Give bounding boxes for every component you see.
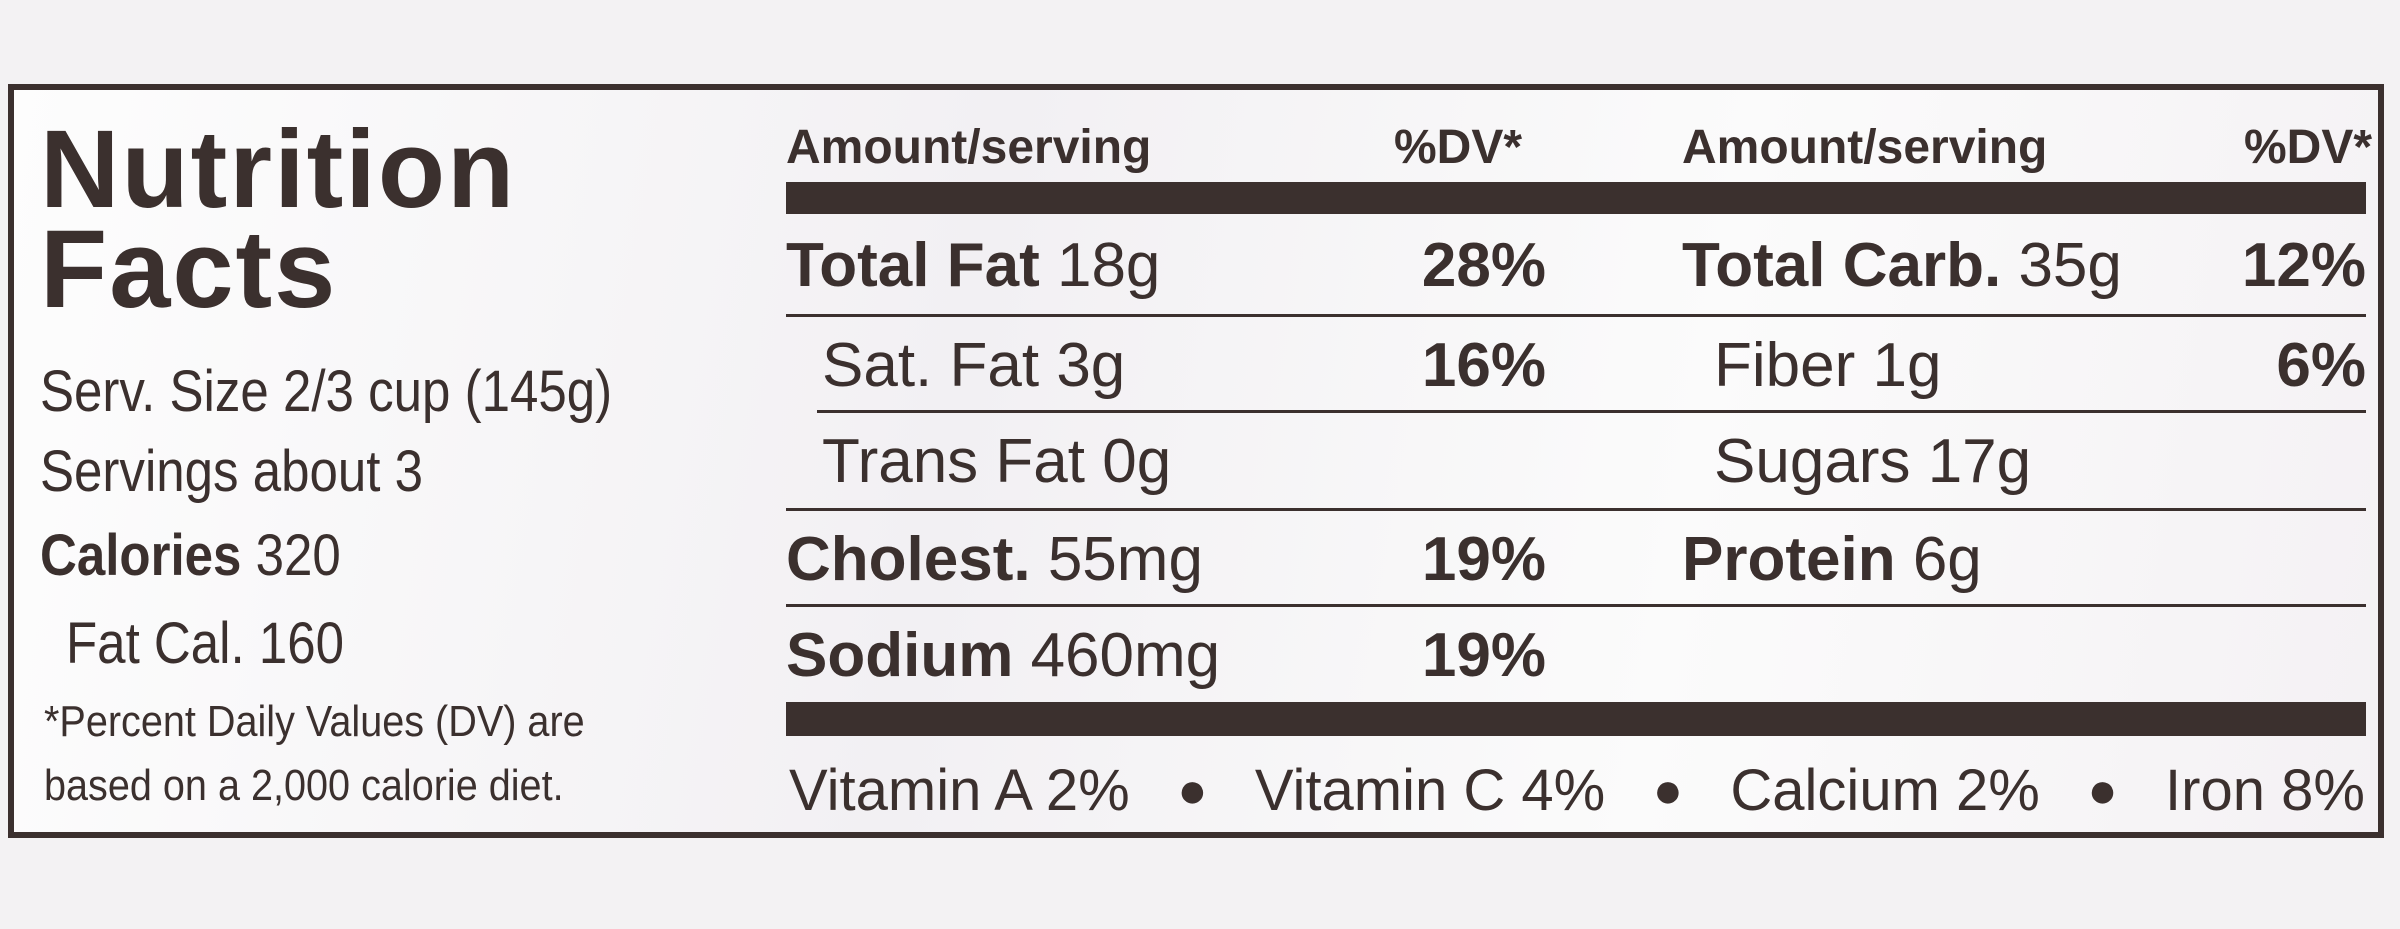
header: %DV* [1394, 121, 1523, 174]
vitamin: Vitamin A 2% [789, 757, 1130, 823]
bullet: ● [2087, 762, 2118, 818]
daily-value: 19% [1421, 524, 1546, 594]
nutrient-row: Sodium 460mg 19% [786, 610, 1546, 700]
daily-value: 16% [1421, 330, 1546, 400]
vitamin: Iron 8% [2165, 757, 2365, 823]
nutrient-row: Fiber 1g 6% [1714, 320, 2366, 410]
vitamins: Vitamin A 2% ● Vitamin C 4% ● Calcium 2% ● … [789, 750, 2365, 830]
rule [786, 604, 2366, 607]
vitamin: Calcium 2% [1730, 757, 2040, 823]
nutrient-amount: 6g [1912, 524, 1982, 594]
nutrient-amount: 3g [1056, 330, 1126, 400]
calories-value: 320 [255, 523, 341, 588]
thick-rule [786, 182, 2366, 214]
nutrient-name: Sugars [1714, 426, 1911, 496]
nutrient-amount: 1g [1872, 330, 1942, 400]
nutrient-amount: 0g [1102, 426, 1172, 496]
nutrient-row: Trans Fat 0g [822, 416, 1546, 506]
header: Amount/serving [1682, 121, 2048, 174]
nutrient-name: Protein [1682, 524, 1896, 594]
rule [817, 410, 2366, 413]
thick-rule [786, 702, 2366, 736]
vitamin: Vitamin C 4% [1254, 757, 1606, 823]
nutrition-label: Nutrition Facts Serv. Size 2/3 cup (145g… [8, 84, 2384, 838]
daily-value: 19% [1421, 620, 1546, 690]
nutrient-name: Cholest. [786, 524, 1031, 594]
nutrient-amount: 35g [2018, 230, 2122, 300]
daily-value: 12% [2241, 230, 2366, 300]
daily-value: 28% [1421, 230, 1546, 300]
bullet: ● [1177, 762, 1208, 818]
nutrient-row: Cholest. 55mg 19% [786, 514, 1546, 604]
nutrient-amount: 18g [1056, 230, 1161, 300]
nutrient-row: Sat. Fat 3g 16% [822, 320, 1546, 410]
nutrient-amount: 17g [1927, 426, 2032, 496]
header: %DV* [2244, 121, 2373, 174]
calories-label: Calories [40, 523, 242, 588]
servings: Servings about 3 [40, 439, 424, 504]
calories: Calories 320 [40, 522, 341, 589]
nutrient-amount: 55mg [1047, 524, 1203, 594]
nutrient-row: Protein 6g [1682, 514, 2366, 604]
rule [786, 508, 2366, 511]
nutrient-name: Trans Fat [822, 426, 1085, 496]
nutrient-name: Sodium [786, 620, 1014, 690]
nutrient-name: Total Fat [786, 230, 1040, 300]
nutrient-row: Sugars 17g [1714, 416, 2366, 506]
nutrient-name: Sat. Fat [822, 330, 1040, 400]
footnote: *Percent Daily Values (DV) are based on … [44, 697, 585, 810]
header: Amount/serving [786, 121, 1152, 174]
nutrient-name: Fiber [1714, 330, 1856, 400]
daily-value: 6% [2276, 330, 2366, 400]
rule [786, 314, 2366, 317]
fat-calories: Fat Cal. 160 [66, 611, 345, 676]
nutrient-row: Total Fat 18g 28% [786, 220, 1546, 310]
nutrient-row: Total Carb. 35g 12% [1682, 220, 2366, 310]
nutrient-name: Total Carb. [1682, 230, 2002, 300]
title: Nutrition Facts [40, 108, 517, 331]
nutrient-amount: 460mg [1030, 620, 1221, 690]
serving-size: Serv. Size 2/3 cup (145g) [40, 359, 613, 424]
bullet: ● [1652, 762, 1683, 818]
